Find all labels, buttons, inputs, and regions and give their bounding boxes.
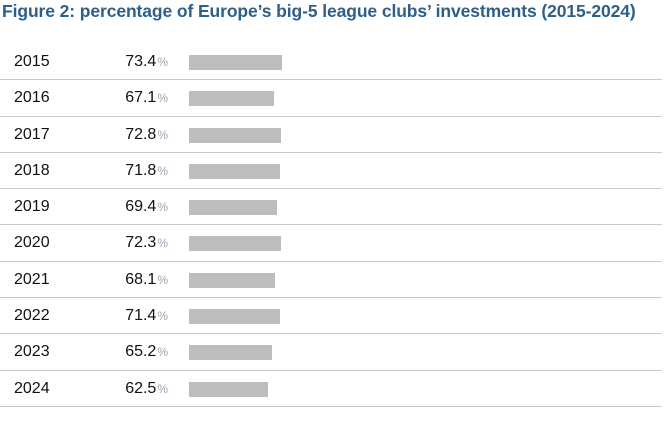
percent-unit: % — [157, 309, 168, 324]
value-label: 73.4% — [125, 53, 168, 71]
value-number: 67.1 — [125, 89, 157, 107]
table-row: 2020 72.3% — [0, 225, 662, 262]
table-row: 2023 65.2% — [0, 334, 662, 371]
year-label: 2020 — [14, 234, 50, 252]
value-number: 62.5 — [125, 379, 157, 397]
value-bar — [189, 91, 274, 107]
value-bar — [189, 345, 272, 361]
year-label: 2023 — [14, 343, 50, 361]
value-number: 69.4 — [125, 198, 157, 216]
table-row: 2016 67.1% — [0, 80, 662, 117]
value-label: 62.5% — [125, 380, 168, 398]
value-bar — [189, 309, 280, 325]
percent-unit: % — [157, 91, 168, 106]
year-label: 2024 — [14, 379, 50, 397]
value-number: 72.3 — [125, 234, 157, 252]
value-number: 72.8 — [125, 125, 157, 143]
value-label: 68.1% — [125, 271, 168, 289]
percent-unit: % — [157, 127, 168, 142]
table-row: 2018 71.8% — [0, 153, 662, 190]
value-bar — [189, 163, 280, 179]
value-number: 71.8 — [125, 161, 157, 179]
value-bar — [189, 272, 276, 288]
year-label: 2015 — [14, 53, 50, 70]
value-bar — [189, 127, 282, 143]
table-row: 2024 62.5% — [0, 371, 662, 407]
value-label: 71.8% — [125, 162, 168, 180]
table-row: 2021 68.1% — [0, 262, 662, 299]
percent-unit: % — [157, 163, 168, 178]
value-bar — [189, 55, 282, 70]
value-bar — [189, 200, 277, 216]
value-number: 68.1 — [125, 270, 157, 288]
table-row: 2017 72.8% — [0, 117, 662, 153]
year-label: 2022 — [14, 307, 50, 325]
value-number: 71.4 — [125, 307, 157, 325]
value-bar — [189, 236, 281, 252]
year-label: 2021 — [14, 270, 50, 288]
value-number: 73.4 — [125, 53, 157, 70]
table-row: 2022 71.4% — [0, 298, 662, 335]
percent-unit: % — [157, 272, 168, 287]
value-label: 71.4% — [125, 307, 168, 325]
percent-unit: % — [157, 200, 168, 215]
value-bar — [189, 381, 269, 397]
year-label: 2019 — [14, 198, 50, 216]
percent-unit: % — [157, 236, 168, 251]
percent-unit: % — [157, 345, 168, 360]
value-label: 67.1% — [125, 89, 168, 107]
percent-unit: % — [157, 381, 168, 396]
value-label: 65.2% — [125, 343, 168, 361]
table-row: 2015 73.4% — [0, 44, 662, 81]
value-label: 72.8% — [125, 126, 168, 144]
percent-unit: % — [157, 55, 168, 69]
value-number: 65.2 — [125, 343, 157, 361]
year-label: 2016 — [14, 89, 50, 107]
chart-title: Figure 2: percentage of Europe’s big-5 l… — [2, 1, 636, 21]
value-label: 69.4% — [125, 198, 168, 216]
year-label: 2017 — [14, 125, 50, 143]
year-label: 2018 — [14, 161, 50, 179]
table-row: 2019 69.4% — [0, 189, 662, 226]
value-label: 72.3% — [125, 234, 168, 252]
data-table: 2015 73.4% 2016 67.1% 2017 72.8% 2018 71.8% 2019… — [0, 44, 662, 407]
